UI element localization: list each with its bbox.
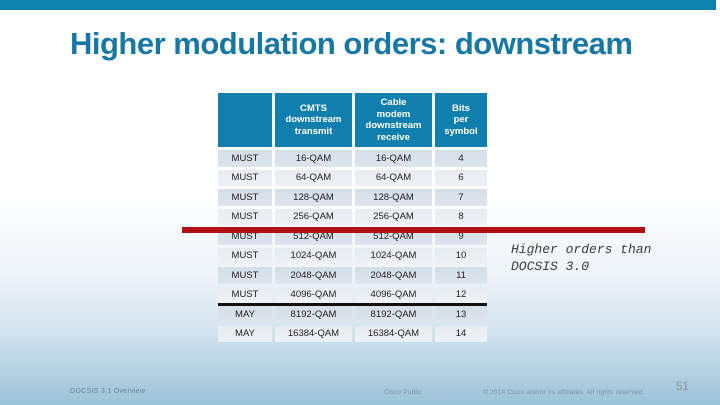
footer-page-number: 51 (676, 381, 689, 393)
bits-cell: 12 (435, 286, 487, 303)
header-cm-receive-cell: Cable modem downstream receive (355, 93, 432, 147)
cmts-transmit-cell: 16-QAM (275, 150, 352, 167)
cm-receive-cell: 16-QAM (355, 150, 432, 167)
requirement-cell: MUST (218, 208, 272, 225)
bits-cell: 13 (435, 306, 487, 323)
bits-cell: 4 (435, 150, 487, 167)
bits-cell: 7 (435, 189, 487, 206)
requirement-cell: MUST (218, 150, 272, 167)
bits-cell: 8 (435, 208, 487, 225)
cm-receive-cell: 16384-QAM (355, 325, 432, 342)
footer-copyright: © 2014 Cisco and/or its affiliates. All … (483, 389, 645, 396)
cm-receive-cell: 4096-QAM (355, 286, 432, 303)
annotation-higher-orders: Higher orders than DOCSIS 3.0 (511, 242, 652, 274)
cmts-transmit-cell: 2048-QAM (275, 267, 352, 284)
top-accent-bar (0, 0, 716, 10)
modulation-table: CMTS downstream transmit Cable modem dow… (218, 93, 487, 342)
requirement-cell: MUST (218, 247, 272, 264)
header-bits-cell: Bits per symbol (435, 93, 487, 147)
docsis30-limit-marker-line (182, 227, 645, 233)
cm-receive-cell: 256-QAM (355, 208, 432, 225)
requirement-cell: MUST (218, 286, 272, 303)
bits-cell: 10 (435, 247, 487, 264)
cmts-transmit-cell: 8192-QAM (275, 306, 352, 323)
footer-deck-name: DOCSIS 3.1 Overview (70, 388, 146, 395)
requirement-cell: MAY (218, 325, 272, 342)
cm-receive-cell: 1024-QAM (355, 247, 432, 264)
cm-receive-cell: 8192-QAM (355, 306, 432, 323)
must-may-divider-line (218, 303, 487, 306)
header-cmts-transmit-cell: CMTS downstream transmit (275, 93, 352, 147)
bits-cell: 14 (435, 325, 487, 342)
requirement-cell: MUST (218, 169, 272, 186)
cm-receive-cell: 128-QAM (355, 189, 432, 206)
header-empty-cell (218, 93, 272, 147)
footer-classification: Cisco Public (384, 389, 423, 396)
cmts-transmit-cell: 256-QAM (275, 208, 352, 225)
cmts-transmit-cell: 16384-QAM (275, 325, 352, 342)
bits-cell: 6 (435, 169, 487, 186)
cmts-transmit-cell: 128-QAM (275, 189, 352, 206)
slide-title: Higher modulation orders: downstream (70, 26, 633, 61)
cmts-transmit-cell: 64-QAM (275, 169, 352, 186)
requirement-cell: MAY (218, 306, 272, 323)
requirement-cell: MUST (218, 189, 272, 206)
cmts-transmit-cell: 1024-QAM (275, 247, 352, 264)
cm-receive-cell: 2048-QAM (355, 267, 432, 284)
cmts-transmit-cell: 4096-QAM (275, 286, 352, 303)
bits-cell: 11 (435, 267, 487, 284)
requirement-cell: MUST (218, 267, 272, 284)
cm-receive-cell: 64-QAM (355, 169, 432, 186)
